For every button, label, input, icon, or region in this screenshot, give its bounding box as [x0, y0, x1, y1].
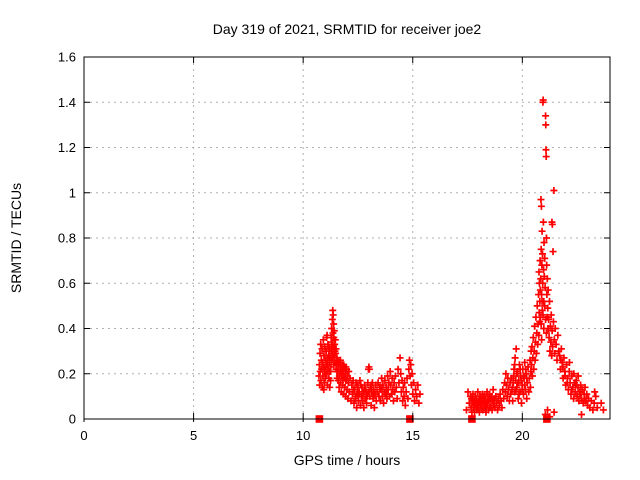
x-tick-label: 5 — [190, 428, 197, 443]
x-tick-label: 0 — [80, 428, 87, 443]
chart-title: Day 319 of 2021, SRMTID for receiver joe… — [212, 21, 482, 37]
y-tick-label: 1.4 — [58, 95, 76, 110]
y-tick-label: 1.2 — [58, 140, 76, 155]
x-tick-label: 10 — [296, 428, 310, 443]
y-tick-label: 0.4 — [58, 321, 76, 336]
y-tick-label: 0.6 — [58, 276, 76, 291]
x-tick-label: 20 — [515, 428, 529, 443]
y-tick-label: 0.8 — [58, 231, 76, 246]
y-tick-label: 1.6 — [58, 50, 76, 65]
y-tick-label: 1 — [69, 185, 76, 200]
x-tick-label: 15 — [406, 428, 420, 443]
y-tick-label: 0 — [69, 412, 76, 427]
y-tick-label: 0.2 — [58, 366, 76, 381]
x-axis-label: GPS time / hours — [293, 452, 401, 468]
scatter-points-plus-markers — [315, 96, 607, 421]
